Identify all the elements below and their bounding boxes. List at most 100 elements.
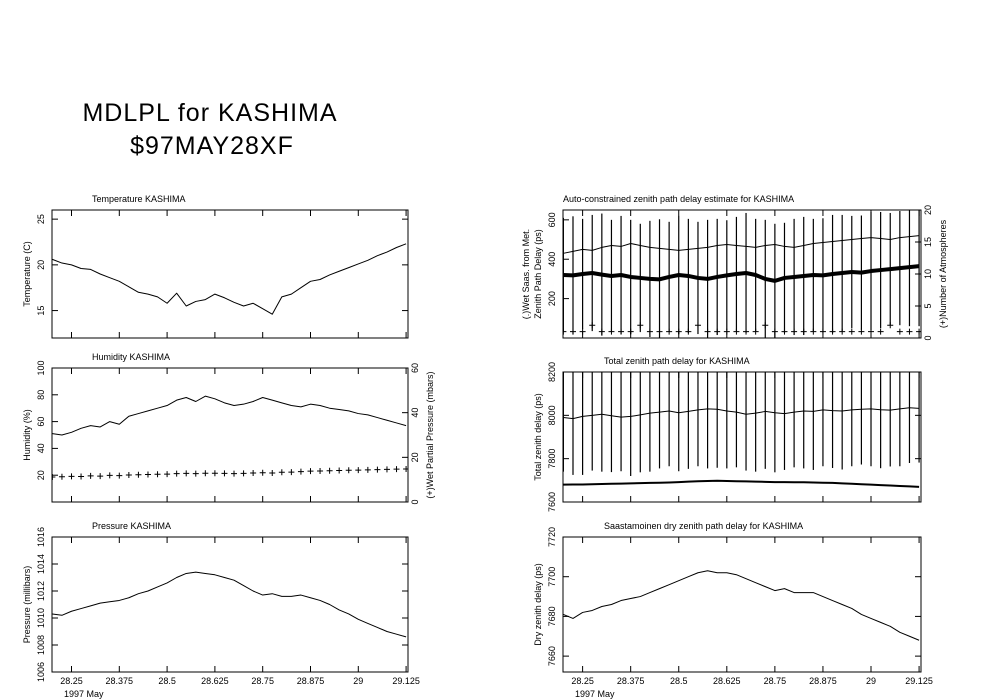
x-tick-label: 29 [353, 676, 363, 686]
x-tick-label: 29 [866, 676, 876, 686]
chart-title: Saastamoinen dry zenith path delay for K… [604, 521, 803, 531]
y-tick-label: 7600 [547, 492, 557, 512]
x-axis-label: 1997 May [575, 689, 615, 699]
plus-marker [364, 466, 371, 473]
plot-frame [51, 367, 409, 503]
plus-marker [714, 328, 721, 335]
y2-tick-label: 10 [923, 269, 933, 279]
plot-area [563, 210, 921, 338]
x-tick-label: 28.875 [297, 676, 325, 686]
plus-marker [608, 328, 615, 335]
chart-title: Humidity KASHIMA [92, 352, 170, 362]
plus-marker [58, 473, 65, 480]
plus-marker [839, 328, 846, 335]
y-tick-label: 80 [36, 390, 46, 400]
y-tick-label: 15 [36, 306, 46, 316]
plus-marker [355, 467, 362, 474]
plus-marker [733, 328, 740, 335]
plus-marker [278, 469, 285, 476]
series-line [52, 571, 407, 638]
plus-marker [125, 471, 132, 478]
plot-area [52, 571, 407, 638]
plus-marker [68, 473, 75, 480]
y2-tick-label: 0 [410, 499, 420, 504]
y-tick-label: 8000 [547, 405, 557, 425]
plus-marker [164, 471, 171, 478]
x-tick-label: 28.375 [106, 676, 134, 686]
y-axis-label: Total zenith delay (ps) [533, 393, 543, 481]
plus-marker [569, 328, 576, 335]
plus-marker [618, 328, 625, 335]
plus-marker [848, 328, 855, 335]
x-tick-label: 28.25 [571, 676, 594, 686]
plus-marker [307, 468, 314, 475]
plus-marker [78, 473, 85, 480]
chart-title: Total zenith path delay for KASHIMA [604, 356, 750, 366]
chart-title: Auto-constrained zenith path delay estim… [563, 194, 794, 204]
y-tick-label: 1016 [36, 527, 46, 547]
x-tick-label: 28.5 [158, 676, 176, 686]
series-line [52, 243, 407, 315]
y-axis-label: Temperature (C) [22, 241, 32, 307]
y-tick-label: 1008 [36, 635, 46, 655]
y-axis-label: Pressure (millibars) [22, 566, 32, 644]
y2-tick-label: 5 [923, 303, 933, 308]
y2-tick-label: 60 [410, 363, 420, 373]
x-tick-label: 28.5 [670, 676, 688, 686]
y-tick-label: 400 [547, 252, 557, 267]
plus-marker [656, 328, 663, 335]
plus-marker [403, 465, 408, 472]
plus-marker [154, 471, 161, 478]
plus-marker [240, 470, 247, 477]
y-tick-label: 200 [547, 291, 557, 306]
plus-marker [829, 328, 836, 335]
series-line [563, 264, 920, 283]
y-tick-label: 8200 [547, 362, 557, 382]
plus-marker [374, 466, 381, 473]
y-axis-label: Zenith Path Delay (ps) [533, 229, 543, 319]
plot-frame [51, 209, 409, 339]
chart-title: Pressure KASHIMA [92, 521, 171, 531]
plot-area [52, 243, 407, 315]
plus-marker [393, 466, 400, 473]
plus-marker [183, 470, 190, 477]
plus-marker [906, 328, 913, 335]
plus-marker [752, 328, 759, 335]
plot-frame [51, 536, 409, 673]
x-tick-label: 28.375 [617, 676, 645, 686]
plus-marker [704, 328, 711, 335]
plus-marker [97, 473, 104, 480]
plus-marker [666, 328, 673, 335]
y-axis-label: (.)Wet Saas. from Met. [521, 229, 531, 319]
plus-marker [762, 322, 769, 329]
y-axis-label: Humidity (%) [22, 409, 32, 461]
y-tick-label: 1014 [36, 554, 46, 574]
plus-marker [858, 328, 865, 335]
x-tick-label: 28.75 [251, 676, 274, 686]
y-tick-label: 1012 [36, 581, 46, 601]
x-tick-label: 28.625 [713, 676, 741, 686]
series-line [563, 479, 920, 488]
plus-marker [106, 472, 113, 479]
plus-marker [211, 470, 218, 477]
y-tick-label: 7680 [547, 606, 557, 626]
plus-marker [589, 322, 596, 329]
plus-marker [887, 322, 894, 329]
y2-tick-label: 20 [923, 205, 933, 215]
series-line [563, 570, 920, 641]
x-tick-label: 28.875 [809, 676, 837, 686]
plus-marker [685, 328, 692, 335]
y2-axis-label: (+)Wet Partial Pressure (mbars) [425, 371, 435, 498]
y-tick-label: 1010 [36, 608, 46, 628]
plot-area [52, 395, 408, 480]
plus-marker [694, 322, 701, 329]
x-axis-label: 1997 May [64, 689, 104, 699]
plus-marker [598, 328, 605, 335]
plus-marker [800, 328, 807, 335]
plus-marker [173, 470, 180, 477]
x-tick-label: 28.75 [764, 676, 787, 686]
plus-marker [637, 322, 644, 329]
series-line [563, 407, 920, 420]
plot-frame [562, 371, 922, 503]
